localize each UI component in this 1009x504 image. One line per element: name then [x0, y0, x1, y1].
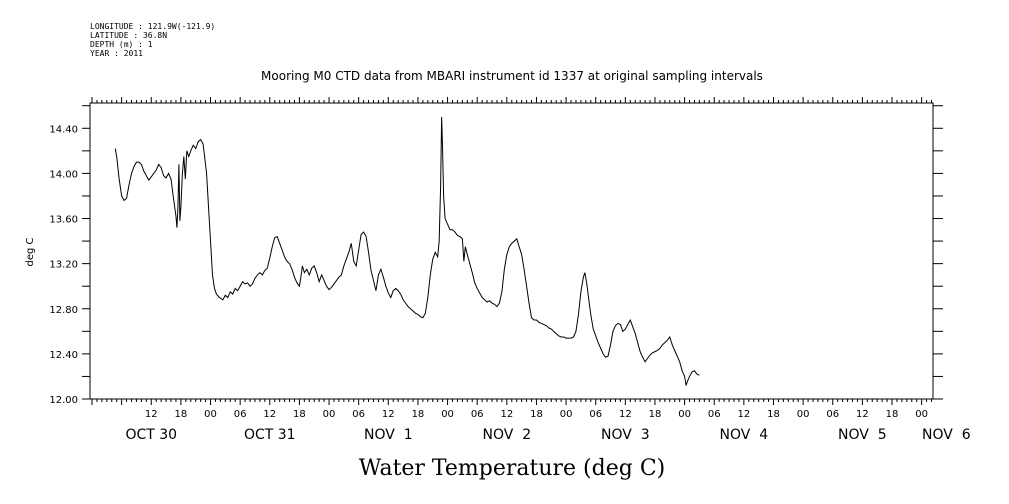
x-tick-label: 12	[263, 409, 276, 420]
x-tick-label: 12	[145, 409, 158, 420]
x-axis-label: Water Temperature (deg C)	[359, 456, 666, 481]
x-tick-label: 12	[382, 409, 395, 420]
day-label: NOV 6	[922, 427, 971, 443]
x-tick-label: 18	[530, 409, 543, 420]
x-tick-label: 06	[589, 409, 602, 420]
day-label: NOV 1	[364, 427, 413, 443]
y-axis-label: deg C	[25, 237, 36, 266]
x-tick-label: 06	[826, 409, 839, 420]
depth-label: DEPTH (m) : 1	[90, 40, 153, 49]
x-tick-label: 18	[886, 409, 899, 420]
x-tick-label: 00	[204, 409, 217, 420]
x-tick-label: 12	[856, 409, 869, 420]
x-axis-ticks: 12 18 00 06 12 18 00 06 12 18 00 06 12 18 00 06 12 18 00 06…	[145, 409, 928, 420]
x-tick-label: 00	[915, 409, 928, 420]
longitude-label: LONGITUDE : 121.9W(-121.9)	[90, 22, 216, 31]
year-label: YEAR : 2011	[90, 49, 143, 58]
day-label: NOV 2	[483, 427, 532, 443]
latitude-label: LATITUDE : 36.8N	[90, 31, 168, 40]
x-tick-label: 00	[441, 409, 454, 420]
x-tick-label: 00	[323, 409, 336, 420]
x-tick-label: 06	[352, 409, 365, 420]
x-tick-label: 06	[708, 409, 721, 420]
x-tick-label: 18	[175, 409, 188, 420]
y-tick-label: 13.20	[49, 260, 78, 271]
x-tick-label: 18	[412, 409, 425, 420]
minor-ticks	[91, 97, 933, 405]
day-label: OCT 30	[125, 427, 177, 443]
x-tick-label: 12	[619, 409, 632, 420]
day-label: NOV 4	[720, 427, 769, 443]
x-tick-label: 18	[767, 409, 780, 420]
x-tick-label: 00	[560, 409, 573, 420]
x-tick-label: 06	[234, 409, 247, 420]
day-label: NOV 3	[601, 427, 650, 443]
day-label: OCT 31	[244, 427, 296, 443]
y-tick-label: 14.00	[49, 169, 78, 180]
y-tick-label: 12.40	[49, 350, 78, 361]
metadata-block: LONGITUDE : 121.9W(-121.9) LATITUDE : 36…	[90, 22, 215, 58]
x-tick-label: 06	[471, 409, 484, 420]
y-tick-label: 14.40	[49, 124, 78, 135]
water-temperature-line	[114, 116, 700, 386]
day-label: NOV 5	[838, 427, 887, 443]
x-tick-label: 12	[737, 409, 750, 420]
y-tick-label: 12.00	[49, 395, 78, 406]
x-tick-label: 18	[649, 409, 662, 420]
chart-title: Mooring M0 CTD data from MBARI instrumen…	[261, 69, 763, 83]
x-tick-label: 12	[500, 409, 513, 420]
x-tick-label: 00	[678, 409, 691, 420]
x-tick-label: 00	[797, 409, 810, 420]
x-tick-label: 18	[293, 409, 306, 420]
y-tick-label: 13.60	[49, 215, 78, 226]
y-tick-label: 12.80	[49, 305, 78, 316]
plot-frame	[89, 102, 934, 400]
day-labels: OCT 30 OCT 31 NOV 1 NOV 2 NOV 3 NOV 4 NOV 5 NOV…	[125, 427, 970, 443]
y-axis-ticks: 12.00 12.40 12.80 13.20 13.60 14.00 14.40	[49, 105, 943, 406]
